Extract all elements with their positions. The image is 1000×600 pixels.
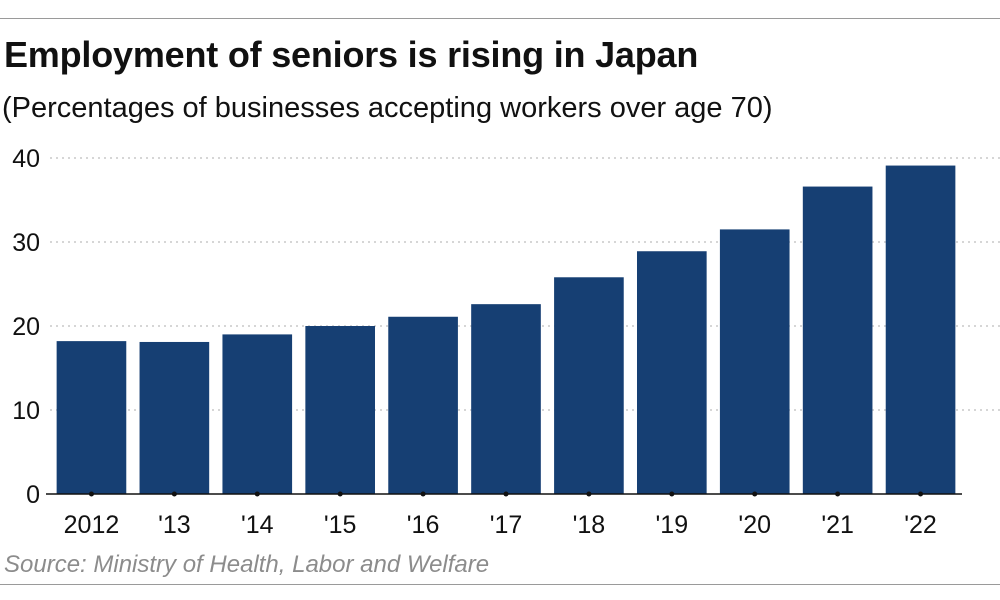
y-tick-label: 30 <box>12 229 40 257</box>
x-tick-mark <box>337 491 343 497</box>
x-tick-mark <box>503 491 509 497</box>
x-tick-mark <box>752 491 758 497</box>
x-tick-label: '21 <box>821 511 854 539</box>
bar <box>305 326 376 494</box>
bar <box>885 165 956 494</box>
y-tick-label: 0 <box>26 481 40 509</box>
bar <box>139 341 210 494</box>
x-tick-label: '15 <box>324 511 357 539</box>
x-tick-mark <box>171 491 177 497</box>
bar <box>802 186 873 494</box>
x-tick-mark <box>586 491 592 497</box>
bar <box>636 251 707 494</box>
bar <box>222 334 293 494</box>
bar <box>719 229 790 494</box>
y-tick-label: 20 <box>12 313 40 341</box>
chart-title: Employment of seniors is rising in Japan <box>4 34 699 75</box>
chart-subtitle: (Percentages of businesses accepting wor… <box>2 92 773 124</box>
y-tick-labels: 0 10 20 30 40 <box>12 145 40 509</box>
x-tick-label: '17 <box>490 511 523 539</box>
x-tick-label: '22 <box>904 511 937 539</box>
x-tick-label: '16 <box>407 511 440 539</box>
bar <box>471 304 541 494</box>
x-tick-mark <box>835 491 841 497</box>
x-tick-marks <box>88 491 924 497</box>
y-tick-label: 10 <box>12 397 40 425</box>
x-tick-mark <box>669 491 675 497</box>
x-tick-mark <box>918 491 924 497</box>
top-rule <box>0 18 1000 19</box>
x-tick-label: '18 <box>573 511 606 539</box>
x-tick-mark <box>254 491 260 497</box>
x-tick-label: '20 <box>738 511 771 539</box>
x-tick-label: '14 <box>241 511 274 539</box>
bar <box>554 277 624 494</box>
bar <box>388 316 458 494</box>
x-tick-mark <box>88 491 94 497</box>
bar <box>56 341 127 494</box>
x-tick-label: '19 <box>656 511 689 539</box>
source-note: Source: Ministry of Health, Labor and We… <box>4 551 490 578</box>
bottom-rule <box>0 584 1000 585</box>
y-tick-label: 40 <box>12 145 40 173</box>
bars <box>56 165 956 494</box>
x-tick-label: '13 <box>158 511 191 539</box>
x-tick-mark <box>420 491 426 497</box>
x-tick-label: 2012 <box>64 511 120 539</box>
x-tick-labels: 2012 '13 '14 '15 '16 '17 '18 '19 '20 '21 '22 <box>64 511 937 539</box>
